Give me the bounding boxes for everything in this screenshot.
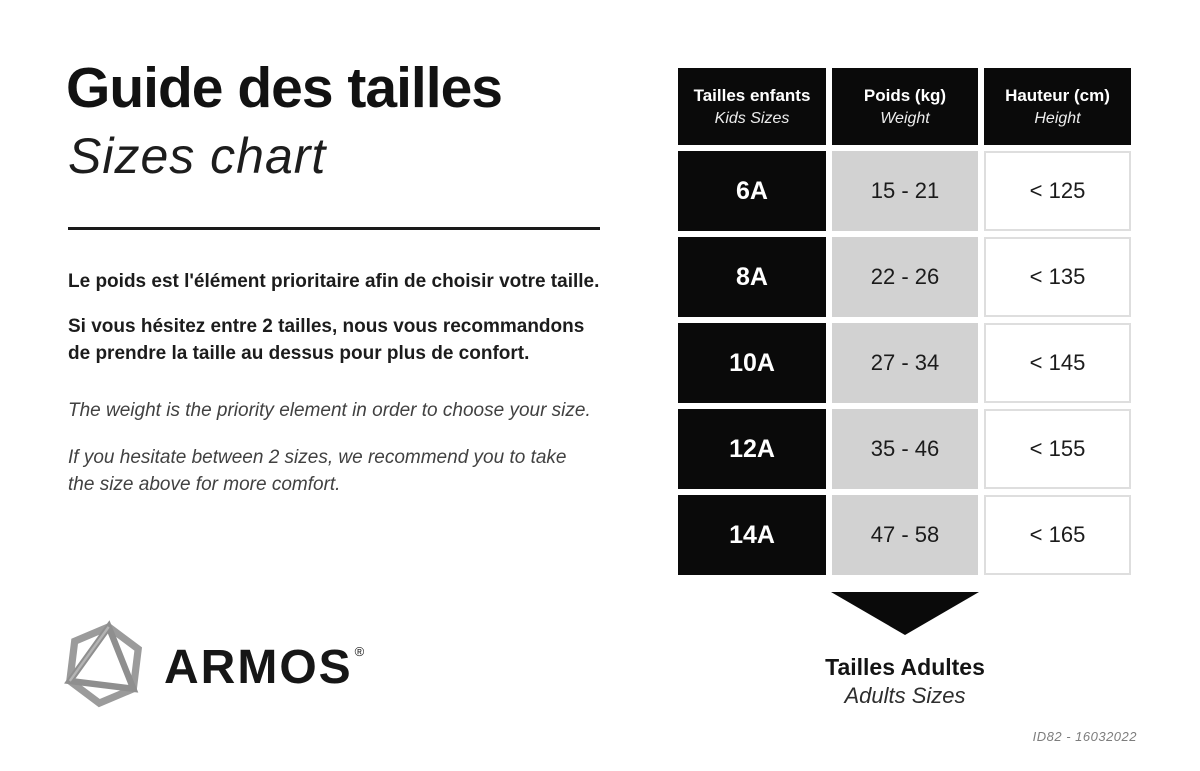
- adults-label-en: Adults Sizes: [844, 683, 966, 708]
- intro-english-hesitate-line1: If you hesitate between 2 sizes, we reco…: [68, 447, 567, 468]
- intro-english-weight: The weight is the priority element in or…: [68, 397, 591, 424]
- intro-english-hesitate: If you hesitate between 2 sizes, we reco…: [68, 444, 567, 498]
- header-sizes-fr: Tailles enfants: [693, 85, 811, 105]
- intro-french-weight: Le poids est l'élément prioritaire afin …: [68, 268, 599, 295]
- adults-label-fr: Tailles Adultes: [825, 654, 985, 680]
- header-height-en: Height: [1034, 109, 1081, 127]
- size-cell-8a: 8A: [678, 237, 826, 317]
- header-height-fr: Hauteur (cm): [1005, 85, 1110, 105]
- height-cell-8a: < 135: [984, 237, 1131, 317]
- weight-cell-14a: 47 - 58: [832, 495, 978, 575]
- intro-french-hesitate-line2: de prendre la taille au dessus pour plus…: [68, 343, 530, 364]
- size-cell-10a: 10A: [678, 323, 826, 403]
- size-cell-6a: 6A: [678, 151, 826, 231]
- height-cell-6a: < 125: [984, 151, 1131, 231]
- size-cell-14a: 14A: [678, 495, 826, 575]
- weight-cell-10a: 27 - 34: [832, 323, 978, 403]
- intro-french-hesitate-line1: Si vous hésitez entre 2 tailles, nous vo…: [68, 316, 585, 337]
- height-cell-10a: < 145: [984, 323, 1131, 403]
- header-sizes-en: Kids Sizes: [714, 109, 790, 127]
- title-divider: [68, 227, 600, 230]
- kids-sizes-table: Tailles enfants Kids Sizes Poids (kg) We…: [678, 68, 1131, 575]
- down-arrow-icon: [831, 592, 979, 635]
- weight-cell-8a: 22 - 26: [832, 237, 978, 317]
- adults-sizes-label: Tailles Adultes Adults Sizes: [705, 654, 1105, 709]
- table-header-sizes: Tailles enfants Kids Sizes: [678, 68, 826, 145]
- weight-cell-12a: 35 - 46: [832, 409, 978, 489]
- header-weight-fr: Poids (kg): [863, 85, 947, 105]
- intro-french-hesitate: Si vous hésitez entre 2 tailles, nous vo…: [68, 313, 584, 367]
- registered-trademark-icon: ®: [354, 644, 367, 659]
- height-cell-14a: < 165: [984, 495, 1131, 575]
- height-cell-12a: < 155: [984, 409, 1131, 489]
- brand-wordmark: ARMOS ®: [164, 640, 366, 695]
- hexagon-triangle-logo-icon: [64, 620, 144, 715]
- size-cell-12a: 12A: [678, 409, 826, 489]
- page-title: Guide des tailles: [66, 56, 503, 120]
- brand-logo: ARMOS ®: [64, 620, 366, 715]
- intro-english-hesitate-line2: the size above for more comfort.: [68, 474, 341, 495]
- brand-name: ARMOS: [164, 641, 353, 694]
- table-header-weight: Poids (kg) Weight: [832, 68, 978, 145]
- document-id: ID82 - 16032022: [1032, 729, 1137, 744]
- page-subtitle: Sizes chart: [68, 128, 327, 184]
- intro-french-weight-line: Le poids est l'élément prioritaire afin …: [68, 271, 600, 292]
- header-weight-en: Weight: [880, 109, 930, 127]
- weight-cell-6a: 15 - 21: [832, 151, 978, 231]
- table-header-height: Hauteur (cm) Height: [984, 68, 1131, 145]
- intro-english-weight-line: The weight is the priority element in or…: [68, 400, 591, 421]
